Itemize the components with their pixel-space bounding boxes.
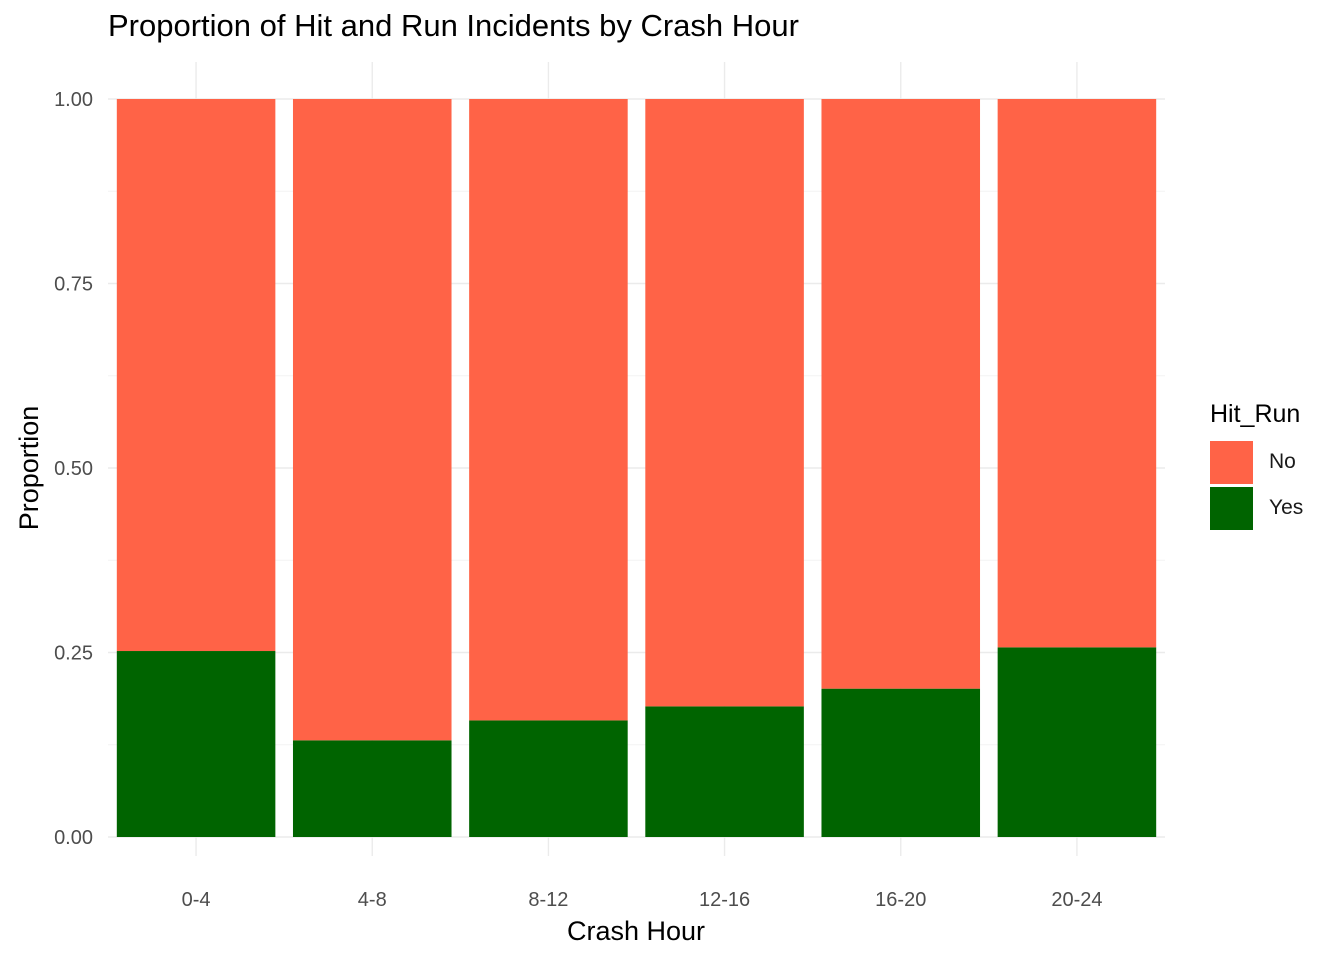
bar-16-20-yes [821, 688, 981, 837]
y-tick-label: 0.00 [54, 827, 93, 849]
bar-8-12-no [469, 99, 628, 721]
bar-0-4-yes [116, 651, 276, 837]
bar-16-20-no [821, 99, 981, 689]
bar-12-16-yes [645, 706, 804, 837]
y-axis-ticks: 0.00 0.25 0.50 0.75 1.00 [54, 89, 93, 849]
x-tick-label: 12-16 [699, 889, 750, 911]
legend-swatch-no [1210, 440, 1253, 484]
legend-label-no: No [1269, 450, 1296, 473]
y-axis-label: Proportion [14, 406, 44, 531]
x-tick-label: 16-20 [875, 889, 926, 911]
bar-4-8-yes [292, 740, 452, 837]
bar-12-16-no [645, 99, 804, 707]
bar-8-12-yes [469, 720, 628, 837]
legend-swatch-yes [1210, 486, 1253, 530]
bar-20-24-yes [997, 647, 1157, 837]
legend-label-yes: Yes [1269, 496, 1304, 519]
legend: Hit_Run No Yes [1210, 400, 1303, 531]
x-tick-label: 0-4 [182, 889, 211, 911]
bar-0-4-no [116, 99, 276, 652]
x-tick-label: 8-12 [528, 889, 568, 911]
y-tick-label: 0.25 [54, 643, 93, 665]
legend-title: Hit_Run [1210, 400, 1301, 428]
bar-4-8-no [292, 99, 452, 741]
chart-title: Proportion of Hit and Run Incidents by C… [108, 8, 799, 43]
legend-item-yes: Yes [1210, 485, 1303, 531]
x-axis-label: Crash Hour [567, 916, 705, 946]
legend-item-no: No [1210, 439, 1303, 485]
y-tick-label: 0.75 [54, 274, 93, 296]
x-tick-label: 20-24 [1051, 889, 1102, 911]
bar-20-24-no [997, 99, 1157, 648]
y-tick-label: 0.50 [54, 458, 93, 480]
x-tick-label: 4-8 [358, 889, 387, 911]
y-tick-label: 1.00 [54, 89, 93, 111]
x-axis-ticks: 0-4 4-8 8-12 12-16 16-20 20-24 [182, 889, 1103, 911]
bars [116, 99, 1157, 837]
